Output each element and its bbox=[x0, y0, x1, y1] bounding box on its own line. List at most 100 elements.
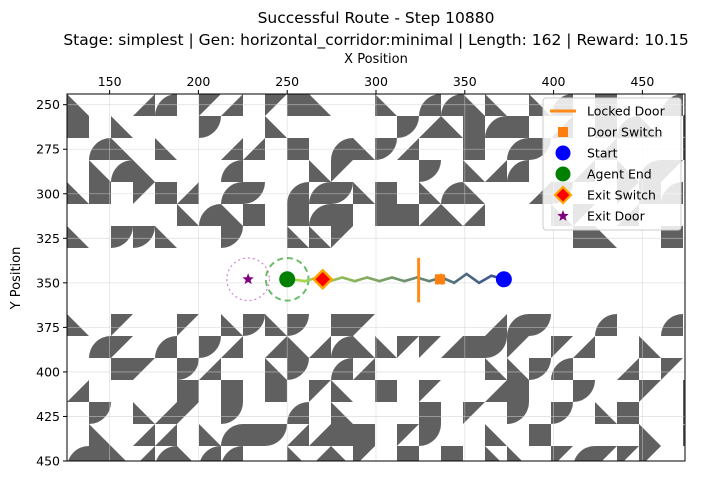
purple-radius-circle bbox=[226, 257, 271, 302]
wall-tile bbox=[397, 204, 419, 226]
y-tick-label: 450 bbox=[36, 454, 60, 469]
legend-start-swatch bbox=[555, 145, 571, 161]
legend-label: Locked Door bbox=[587, 104, 666, 119]
wall-tile bbox=[221, 336, 243, 358]
wall-tile bbox=[639, 424, 661, 446]
wall-tile bbox=[507, 446, 522, 461]
y-tick-label: 300 bbox=[36, 186, 60, 201]
route-segment bbox=[390, 276, 406, 283]
wall-tile bbox=[397, 336, 419, 358]
wall-tile bbox=[222, 446, 243, 461]
wall-tile bbox=[617, 402, 639, 424]
wall-tile bbox=[155, 402, 177, 424]
wall-tile bbox=[419, 182, 441, 204]
wall-tile bbox=[199, 116, 221, 138]
wall-tile bbox=[507, 402, 529, 424]
legend-door-switch-swatch bbox=[558, 127, 568, 137]
wall-tile bbox=[419, 402, 441, 424]
wall-tile bbox=[111, 116, 133, 138]
wall-tile bbox=[353, 336, 375, 358]
wall-tile bbox=[375, 380, 397, 402]
wall-tile bbox=[485, 160, 507, 182]
wall-tile bbox=[287, 182, 309, 204]
wall-tile bbox=[463, 182, 485, 204]
wall-tile bbox=[287, 226, 309, 248]
wall-tile bbox=[177, 204, 199, 226]
wall-tile bbox=[177, 402, 199, 424]
wall-tile bbox=[111, 358, 133, 380]
legend-exit-switch-swatch bbox=[553, 185, 573, 205]
wall-tile bbox=[67, 116, 89, 138]
wall-tile bbox=[331, 182, 353, 204]
wall-tile bbox=[221, 226, 243, 248]
wall-tile bbox=[485, 336, 507, 358]
wall-tile bbox=[221, 424, 243, 446]
route-segment bbox=[353, 276, 369, 283]
wall-tile bbox=[287, 204, 309, 226]
wall-tile bbox=[331, 358, 353, 380]
wall-tile bbox=[419, 160, 441, 182]
wall-tile bbox=[265, 116, 287, 138]
x-axis: 150 200 250 300 350 400 450 bbox=[98, 74, 654, 94]
wall-tile bbox=[133, 402, 155, 424]
wall-tile bbox=[639, 446, 661, 461]
chart-title: Successful Route - Step 10880 bbox=[258, 9, 495, 27]
agent-end-marker bbox=[279, 271, 296, 288]
wall-tile bbox=[309, 160, 331, 182]
wall-tile bbox=[551, 358, 573, 380]
wall-tile bbox=[639, 380, 661, 402]
wall-tile bbox=[375, 182, 397, 204]
wall-tile bbox=[316, 446, 331, 461]
wall-tile bbox=[221, 204, 243, 226]
wall-tile bbox=[485, 380, 507, 402]
wall-tile bbox=[89, 160, 111, 182]
wall-tile bbox=[243, 204, 265, 226]
wall-tile bbox=[177, 380, 199, 402]
y-axis: 250 275 300 325 350 375 400 425 450 bbox=[36, 97, 67, 469]
wall-tile bbox=[111, 226, 133, 248]
wall-tile bbox=[111, 336, 133, 358]
wall-tile bbox=[463, 116, 485, 138]
route-segment bbox=[378, 276, 394, 283]
wall-tile bbox=[463, 160, 485, 182]
wall-tile bbox=[155, 424, 177, 446]
wall-tile bbox=[140, 446, 155, 461]
wall-tile bbox=[331, 226, 353, 248]
wall-tile bbox=[309, 424, 331, 446]
wall-tile bbox=[309, 204, 331, 226]
wall-tile bbox=[199, 424, 221, 446]
wall-tile bbox=[111, 314, 133, 336]
legend-exit-door-swatch bbox=[557, 210, 569, 221]
wall-tile bbox=[287, 358, 309, 380]
wall-tile bbox=[551, 402, 573, 424]
wall-tile bbox=[485, 446, 500, 461]
x-tick-label: 350 bbox=[453, 74, 477, 89]
wall-tile bbox=[661, 358, 683, 380]
wall-tile bbox=[375, 204, 397, 226]
chart-subtitle: Stage: simplest | Gen: horizontal_corrid… bbox=[63, 31, 688, 50]
route-segment bbox=[452, 272, 468, 285]
wall-tile bbox=[683, 114, 685, 116]
wall-tile bbox=[595, 314, 617, 336]
wall-tile bbox=[397, 424, 419, 446]
exit-switch-marker bbox=[311, 268, 334, 291]
wall-tile bbox=[309, 182, 331, 204]
wall-tile bbox=[353, 358, 375, 380]
route-segment bbox=[477, 274, 493, 285]
wall-tile bbox=[155, 226, 177, 248]
wall-tile bbox=[221, 380, 243, 402]
route-segment bbox=[340, 276, 356, 283]
route-segment bbox=[465, 272, 481, 285]
legend: Locked Door Door Switch Start Agent End Exit… bbox=[542, 97, 682, 231]
x-tick-label: 200 bbox=[186, 74, 210, 89]
plot-marks bbox=[226, 256, 512, 303]
legend-label: Exit Door bbox=[587, 209, 646, 224]
wall-tile bbox=[89, 336, 111, 358]
wall-tile bbox=[89, 424, 111, 446]
x-tick-label: 400 bbox=[542, 74, 566, 89]
route-segment bbox=[403, 276, 419, 283]
wall-tile bbox=[617, 446, 639, 461]
wall-tile bbox=[419, 116, 441, 138]
wall-tile bbox=[89, 182, 111, 204]
